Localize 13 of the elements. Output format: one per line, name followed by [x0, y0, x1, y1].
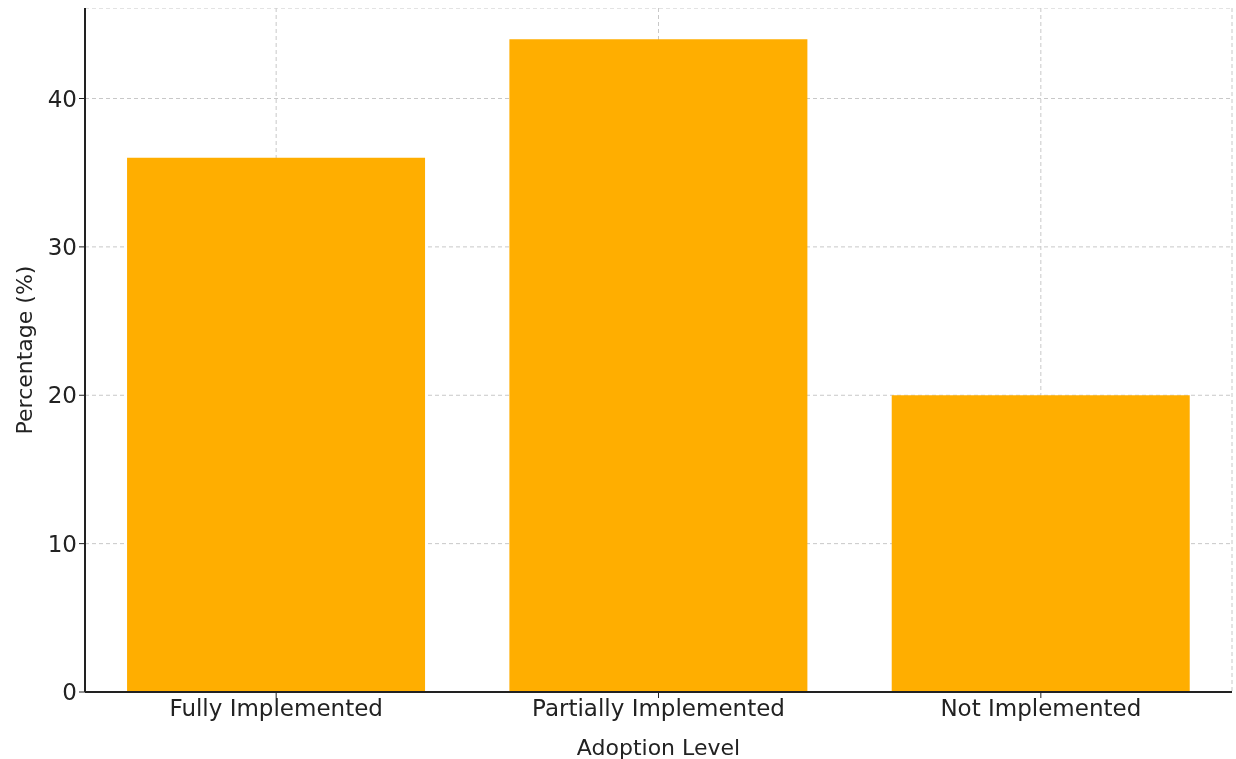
bar	[891, 395, 1190, 692]
x-tick-label: Not Implemented	[940, 695, 1142, 722]
y-axis-title: Percentage (%)	[11, 265, 37, 435]
x-tick-label: Partially Implemented	[532, 695, 785, 722]
bar	[509, 39, 808, 692]
x-axis-title: Adoption Level	[576, 735, 741, 759]
y-tick-label: 30	[47, 234, 77, 261]
bar	[127, 157, 426, 692]
y-tick-label: 20	[47, 382, 77, 409]
y-tick-label: 40	[47, 85, 77, 112]
y-tick-label: 10	[47, 530, 77, 557]
y-tick-label: 0	[62, 679, 77, 706]
x-tick-label: Fully Implemented	[169, 695, 383, 722]
